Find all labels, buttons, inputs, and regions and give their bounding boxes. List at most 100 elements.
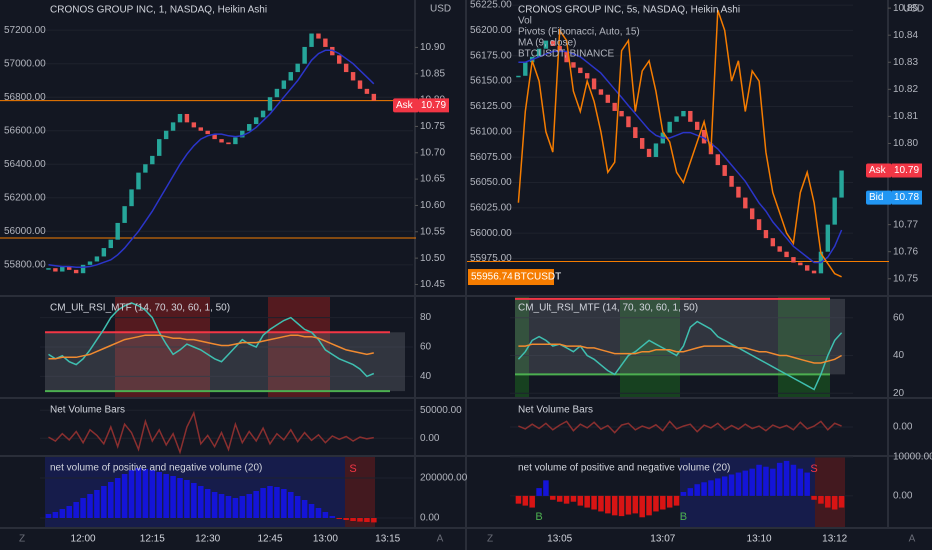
band-fill xyxy=(45,332,405,392)
candle xyxy=(674,116,679,122)
y-tick-label: 56050.00 xyxy=(470,177,512,188)
candle xyxy=(205,130,210,135)
y2-tick-label: 10.77 xyxy=(893,219,918,230)
series-line xyxy=(48,410,374,455)
y2-tick-label: 10.84 xyxy=(893,30,918,41)
legend-entry: Pivots (Fibonacci, Auto, 15) xyxy=(518,27,640,38)
badge-box xyxy=(866,163,892,178)
x-tick-label: 12:00 xyxy=(71,534,96,545)
candle xyxy=(226,142,231,145)
candle xyxy=(108,239,113,249)
candle xyxy=(364,88,370,94)
y-tick-label: 60 xyxy=(893,312,905,323)
bar xyxy=(543,480,549,496)
rsi-zone xyxy=(515,297,529,397)
badge-value: 10.79 xyxy=(421,100,446,111)
bar xyxy=(308,504,315,518)
y2-tick-label: 10.65 xyxy=(420,174,445,185)
pane-title: CM_Ult_RSI_MTF (14, 70, 30, 60, 1, 50) xyxy=(518,303,698,314)
candle xyxy=(136,172,141,190)
bar xyxy=(770,468,776,496)
y-tick-label: 56150.00 xyxy=(470,76,512,87)
candle xyxy=(722,165,727,176)
y-tick-label: 55800.00 xyxy=(4,259,46,270)
y2-tick-label: 10.80 xyxy=(893,138,918,149)
signal-label: B xyxy=(680,511,687,523)
candle xyxy=(163,130,169,140)
candle xyxy=(46,268,51,270)
bar xyxy=(336,518,342,519)
bar xyxy=(191,483,197,518)
x-tick-label: 13:15 xyxy=(375,534,400,545)
candle xyxy=(170,122,176,131)
y2-tick-label: 10.60 xyxy=(420,200,445,211)
bar xyxy=(825,495,831,508)
bar xyxy=(660,495,666,510)
bar xyxy=(749,468,755,496)
y-tick-label: 60 xyxy=(420,342,432,353)
bar xyxy=(80,498,86,518)
bar xyxy=(66,506,72,518)
candle xyxy=(688,110,693,122)
candle xyxy=(143,164,148,173)
bar xyxy=(52,512,59,518)
bar xyxy=(232,498,239,518)
candle xyxy=(804,265,810,271)
scale-button: Z xyxy=(19,534,25,545)
bar xyxy=(632,495,639,514)
candle xyxy=(612,102,617,111)
y-tick-label: 56025.00 xyxy=(470,202,512,213)
pane-title: CM_Ult_RSI_MTF (14, 70, 30, 60, 1, 50) xyxy=(50,303,230,314)
x-tick-label: 13:00 xyxy=(313,534,338,545)
candle xyxy=(288,72,293,81)
badge-text: Ask xyxy=(396,100,414,111)
y-tick-label: 40 xyxy=(893,350,905,361)
bar xyxy=(288,492,294,518)
bar xyxy=(756,464,762,496)
badge-text: Ask xyxy=(869,165,887,176)
scale-button: A xyxy=(909,534,916,545)
legend-entry: BTCUSDT, BINANCE xyxy=(518,49,614,60)
bar xyxy=(783,460,790,496)
y2-tick-label: 10.82 xyxy=(893,84,918,95)
bar xyxy=(108,482,114,518)
bar xyxy=(529,495,535,508)
candle xyxy=(53,268,58,272)
bar xyxy=(142,469,149,518)
y-tick-label: 56075.00 xyxy=(470,152,512,163)
candle xyxy=(60,266,65,272)
candle xyxy=(150,155,155,165)
bar xyxy=(364,518,370,522)
candle xyxy=(653,143,659,157)
bar xyxy=(646,495,652,516)
series-line xyxy=(517,9,842,278)
candle xyxy=(115,222,120,240)
candle xyxy=(274,88,280,98)
bar xyxy=(73,502,79,518)
last-price-box xyxy=(468,269,554,286)
candle xyxy=(67,266,72,270)
candle xyxy=(240,130,245,138)
bar xyxy=(680,492,687,496)
bar xyxy=(87,494,93,518)
y2-tick-label: 10.75 xyxy=(420,121,445,132)
y-tick-label: 56000.00 xyxy=(4,226,46,237)
candle xyxy=(212,134,217,140)
candle xyxy=(681,110,686,117)
y-tick-label: 0.00 xyxy=(420,433,440,444)
candle xyxy=(633,127,638,139)
series-line xyxy=(48,302,375,378)
candle xyxy=(763,230,769,239)
bar xyxy=(584,495,590,508)
y-tick-label: 50000.00 xyxy=(420,405,462,416)
bar xyxy=(135,468,142,518)
y2-tick-label: 10.70 xyxy=(420,147,445,158)
candle xyxy=(626,116,631,128)
band-fill xyxy=(515,298,845,375)
series-line xyxy=(518,420,842,434)
bar xyxy=(577,495,584,506)
bar xyxy=(797,468,804,496)
candle xyxy=(584,73,590,79)
y-tick-label: 56125.00 xyxy=(470,101,512,112)
